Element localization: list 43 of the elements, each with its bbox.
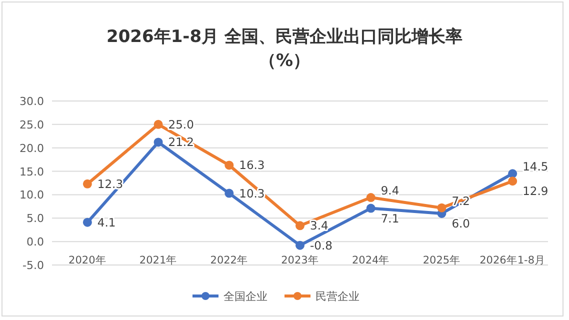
point [366, 193, 376, 202]
x-tick-label: 2026年1-8月 [480, 254, 546, 267]
chart-title: 2026年1-8月 全国、民营企业出口同比增长率 [106, 27, 462, 47]
x-tick-label: 2023年 [281, 254, 319, 267]
legend-label: 民营企业 [316, 290, 360, 303]
point [82, 218, 92, 227]
x-tick-label: 2024年 [352, 254, 390, 267]
y-tick-label: -5.0 [22, 259, 44, 272]
x-tick-label: 2020年 [68, 254, 106, 267]
point [82, 179, 92, 188]
point [154, 120, 163, 129]
point [508, 176, 518, 186]
y-tick-label: 0.0 [26, 236, 44, 249]
x-tick-label: 2025年 [422, 254, 461, 267]
point [224, 160, 234, 170]
data-label: 7.1 [380, 211, 400, 226]
point [296, 221, 304, 230]
y-tick-label: 20.0 [20, 142, 44, 155]
chart-subtitle: （%） [258, 51, 310, 71]
x-tick-label: 2022年 [210, 254, 248, 267]
data-label: 3.4 [310, 218, 328, 233]
y-tick-label: 15.0 [20, 165, 44, 178]
data-label: -0.8 [310, 238, 332, 252]
y-tick-label: 5.0 [26, 212, 44, 226]
point [508, 169, 518, 178]
data-label: 12.9 [522, 184, 548, 198]
y-tick-label: 30.0 [20, 95, 44, 108]
point [224, 188, 234, 198]
legend-label: 全国企业 [224, 290, 268, 303]
point [296, 240, 304, 250]
data-label: 7.2 [452, 194, 470, 208]
y-tick-label: 25.0 [20, 118, 44, 132]
x-tick-label: 2021年 [139, 254, 178, 267]
data-label: 4.1 [97, 215, 116, 230]
point [437, 203, 446, 212]
data-label: 6.0 [452, 216, 470, 230]
point [366, 204, 376, 213]
data-label: 9.4 [380, 184, 400, 198]
data-label: 25.0 [168, 117, 194, 132]
y-tick-label: 10.0 [20, 188, 44, 202]
point [154, 138, 163, 147]
data-label: 16.3 [239, 158, 265, 172]
data-label: 14.5 [522, 160, 548, 174]
